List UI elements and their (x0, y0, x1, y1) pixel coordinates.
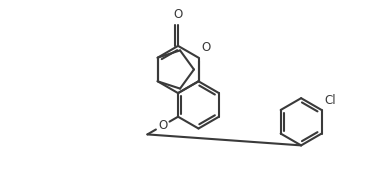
Text: O: O (173, 8, 183, 21)
Text: O: O (202, 41, 211, 54)
Text: Cl: Cl (325, 94, 337, 107)
Text: O: O (158, 119, 167, 132)
